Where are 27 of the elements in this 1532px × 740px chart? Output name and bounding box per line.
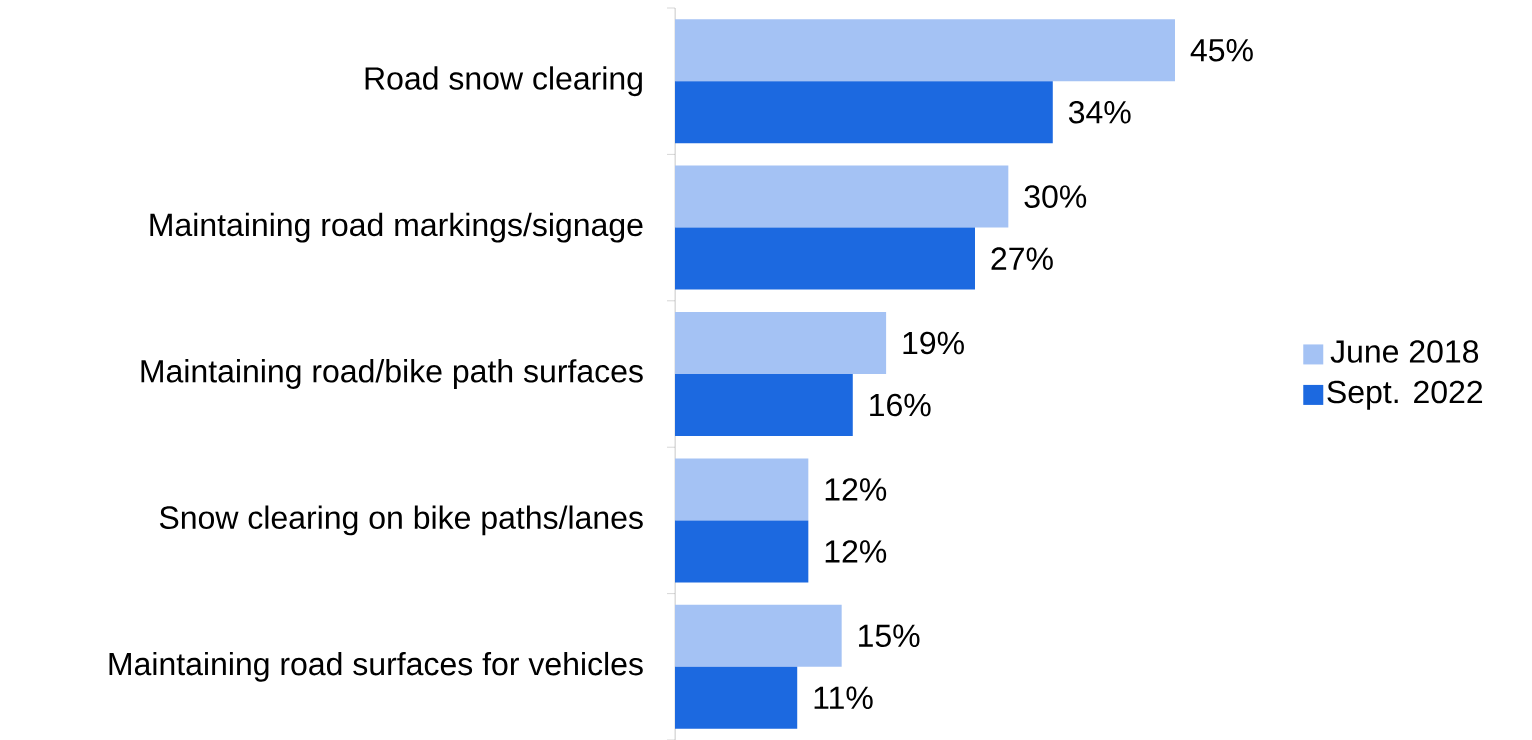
data-label: 45%	[1190, 38, 1253, 62]
bar	[675, 227, 975, 290]
y-tick-label: Road snow clearing	[365, 66, 642, 97]
bar	[675, 19, 1175, 82]
data-label: 27%	[991, 247, 1053, 270]
data-label: 19%	[903, 331, 964, 355]
y-tick-label: Snow clearing on bike paths/lanes	[159, 505, 643, 536]
data-label: 16%	[870, 393, 931, 417]
data-label: 12%	[825, 478, 887, 501]
legend-label: Sept. 2022	[1327, 380, 1483, 410]
y-tick-label: Maintaining road markings/signage	[150, 212, 643, 243]
bar	[675, 81, 1053, 144]
bar	[675, 165, 1009, 228]
data-label: 30%	[1024, 185, 1087, 208]
y-tick-label: Maintaining road surfaces for vehicles	[109, 651, 643, 682]
bar	[675, 373, 853, 436]
data-label: 34%	[1068, 100, 1131, 124]
legend-label: June 2018	[1330, 340, 1479, 363]
bar	[675, 458, 809, 521]
data-label: 15%	[859, 624, 920, 647]
data-label: 12%	[825, 540, 887, 563]
bar	[675, 520, 809, 583]
bar	[675, 311, 887, 374]
y-tick-label: Maintaining road/bike path surfaces	[141, 358, 643, 389]
data-label: 11%	[814, 686, 873, 709]
bar	[675, 604, 842, 667]
bar	[675, 666, 798, 729]
